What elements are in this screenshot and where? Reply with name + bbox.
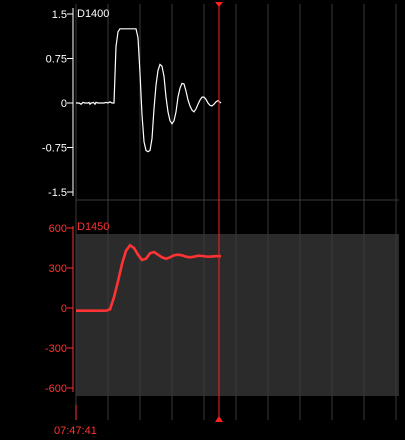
trace-d1400 [76, 28, 222, 153]
panel-d1400-tick-label: 1.5 [52, 9, 67, 21]
panel-d1400-y-ticks: 1.5 0.75 0 -0.75 -1.5 [42, 9, 73, 199]
panel-d1450-tick-label: 600 [49, 223, 67, 235]
panel-d1450-tick-label: 300 [49, 263, 67, 275]
panel-d1450-tick-label: -300 [45, 343, 67, 355]
panel-d1400-tick-label: 0 [61, 98, 67, 110]
time-cursor-top-handle[interactable] [215, 2, 223, 7]
panel-d1450-band [76, 234, 399, 396]
panel-d1450-tick-label: -600 [45, 383, 67, 395]
panel-d1400-tick-label: 0.75 [46, 54, 67, 66]
panel-d1450-y-ticks: 600 300 0 -300 -600 [45, 223, 73, 395]
vertical-gridlines [75, 4, 397, 420]
panel-d1400-tick-label: -0.75 [42, 143, 67, 155]
panel-d1400-title: D1400 [77, 8, 109, 20]
time-label: 07:47:41 [54, 425, 97, 437]
time-cursor-bottom-handle[interactable] [215, 416, 223, 422]
panel-d1400-plot-area [76, 4, 399, 200]
panel-d1450-title: D1450 [77, 221, 109, 233]
panel-d1400-tick-label: -1.5 [48, 187, 67, 199]
panel-d1450-tick-label: 0 [61, 303, 67, 315]
trace-d1450 [76, 243, 222, 312]
